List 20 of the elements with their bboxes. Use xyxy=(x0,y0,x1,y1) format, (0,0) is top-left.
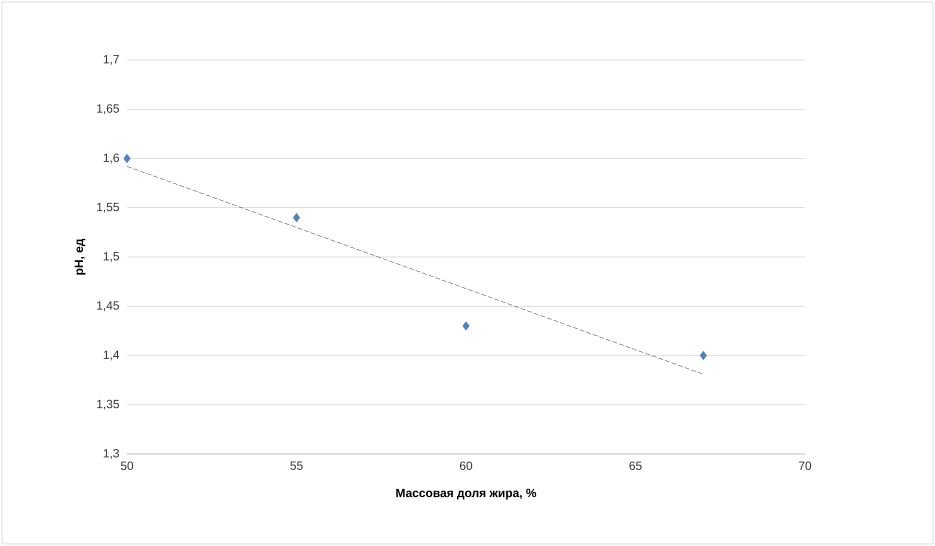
point xyxy=(462,321,470,331)
x-tick-label: 65 xyxy=(629,461,642,470)
x-tick-label: 60 xyxy=(460,461,472,470)
y-tick-label: 1,3 xyxy=(104,449,119,459)
point xyxy=(123,154,131,164)
point xyxy=(292,212,300,222)
x-tick-label: 50 xyxy=(120,461,134,470)
y-tick-label: 1,5 xyxy=(104,252,119,262)
y-tick-label: 1,55 xyxy=(97,202,119,213)
x-axis-title: Массовая доля жира, % xyxy=(396,488,536,500)
point xyxy=(700,350,707,360)
y-tick-label: 1,35 xyxy=(97,400,119,410)
x-tick-label: 55 xyxy=(290,461,303,470)
y-tick-label: 1,6 xyxy=(104,154,119,164)
y-tick-label: 1,4 xyxy=(104,350,120,360)
x-tick-label: 70 xyxy=(798,461,812,470)
y-tick-label: 1,45 xyxy=(97,301,119,312)
y-tick-label: 1,7 xyxy=(104,55,119,65)
y-axis-title: pH, ед xyxy=(74,238,86,275)
y-tick-label: 1,65 xyxy=(97,104,119,114)
